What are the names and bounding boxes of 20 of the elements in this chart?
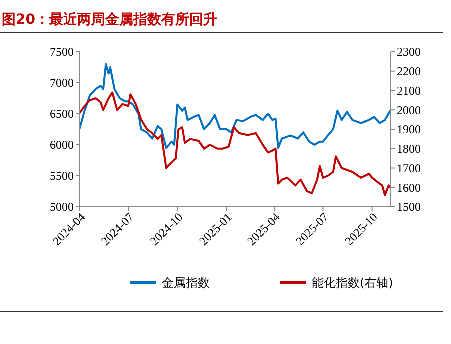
y2-tick-label: 2100 [397, 84, 421, 98]
y-tick-label: 5000 [50, 200, 74, 214]
y2-tick-label: 2000 [397, 103, 421, 118]
y-tick-label: 7500 [50, 45, 74, 60]
y-tick-label: 6000 [50, 138, 74, 152]
y2-tick-label: 1500 [397, 200, 421, 214]
line-series [79, 92, 392, 196]
y2-tick-label: 1800 [397, 142, 421, 156]
y2-tick-label: 1900 [397, 122, 421, 137]
y-tick-label: 6500 [50, 107, 74, 122]
legend-label: 能化指数(右轴) [312, 276, 394, 290]
legend-label: 金属指数 [162, 276, 210, 290]
line-series [79, 63, 392, 150]
y2-tick-label: 2200 [397, 64, 421, 79]
y2-tick-label: 2300 [397, 45, 421, 60]
y-tick-label: 5500 [50, 169, 74, 184]
y2-tick-label: 1600 [397, 180, 421, 195]
y-tick-label: 7000 [50, 76, 74, 90]
y2-tick-label: 1700 [397, 161, 421, 176]
chart-title: 图20：最近两周金属指数有所回升 [2, 11, 218, 28]
